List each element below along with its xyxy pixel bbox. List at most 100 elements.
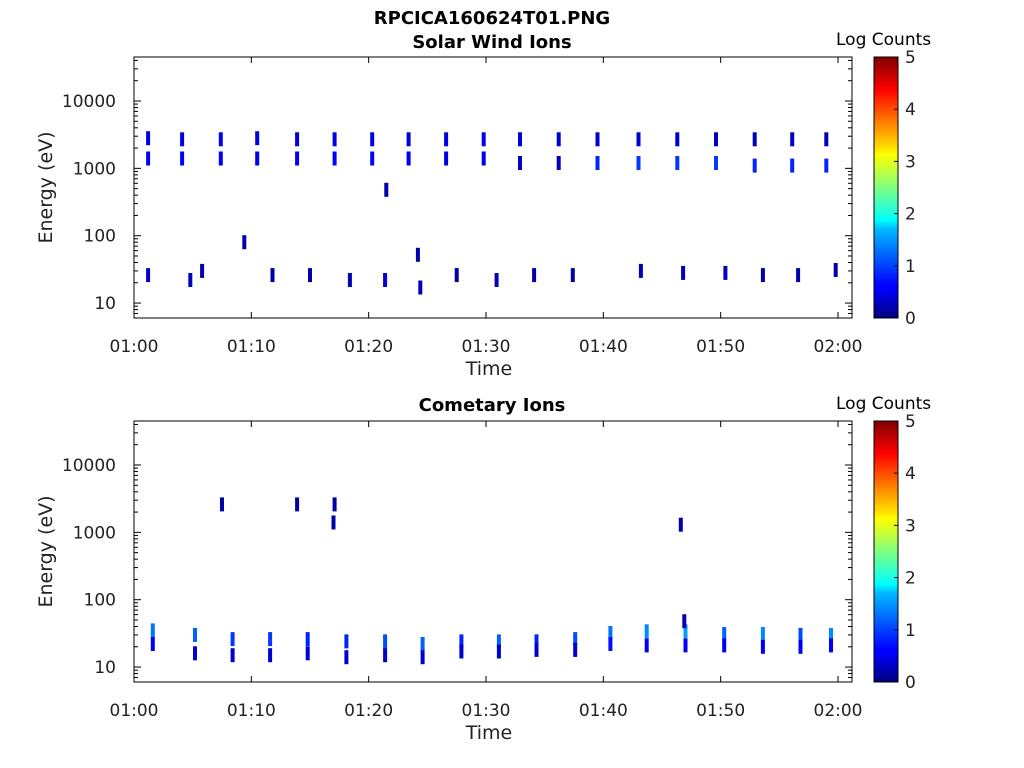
data-cell	[305, 632, 310, 647]
y-tick-label: 10	[94, 658, 116, 678]
colorbar-tick-label: 4	[905, 100, 916, 120]
colorbar-tick-label: 1	[905, 621, 916, 641]
x-axis-label: Time	[465, 722, 513, 744]
data-cell	[444, 151, 449, 166]
data-cell	[798, 627, 803, 642]
data-cell	[146, 151, 151, 166]
figure-title: RPCICA160624T01.PNG	[373, 8, 611, 29]
data-cell	[790, 158, 795, 173]
colorbar	[873, 420, 899, 683]
data-cell	[383, 273, 388, 287]
x-tick-label: 01:40	[579, 337, 628, 357]
data-cell	[573, 642, 578, 657]
data-cell	[454, 268, 459, 283]
data-cell	[722, 638, 727, 653]
x-tick-label: 01:30	[462, 701, 511, 721]
data-cell	[494, 273, 499, 287]
data-cell	[270, 268, 275, 283]
y-tick-label: 10000	[62, 456, 116, 476]
x-tick-label: 01:00	[110, 701, 159, 721]
data-cell	[682, 614, 687, 629]
data-cell	[255, 131, 260, 146]
data-cell	[347, 273, 352, 287]
x-tick-label: 01:50	[696, 701, 745, 721]
x-tick-label: 01:00	[110, 337, 159, 357]
data-cell	[638, 263, 643, 278]
chart-panel-1: 01:00 01:10 01:20 01:30 01:40 01:50 02:0010100…	[35, 412, 916, 744]
data-cell	[180, 151, 185, 166]
data-cell	[636, 156, 641, 170]
y-tick-label: 10000	[62, 92, 116, 112]
data-cell	[760, 639, 765, 654]
data-cell	[146, 268, 151, 283]
y-tick-label: 1000	[73, 159, 116, 179]
data-cell	[370, 151, 375, 166]
data-cell	[406, 151, 411, 166]
colorbar-tick-label: 2	[905, 205, 916, 225]
data-cell	[644, 624, 649, 639]
data-cell	[636, 132, 641, 147]
data-cell	[406, 132, 411, 147]
x-tick-label: 01:10	[227, 701, 276, 721]
colorbar-tick-label: 3	[905, 152, 916, 172]
data-cell	[829, 627, 833, 642]
x-axis-label: Time	[465, 358, 513, 380]
colorbar-label-bottom: Log Counts	[836, 394, 932, 414]
colorbar-tick-label: 3	[905, 516, 916, 536]
y-tick-label: 1000	[73, 523, 116, 543]
data-cell	[675, 156, 680, 170]
data-cell	[218, 151, 223, 166]
data-cell	[723, 265, 728, 280]
data-cell	[829, 638, 833, 653]
data-cell	[608, 626, 613, 640]
data-cell	[752, 132, 757, 147]
data-cell	[518, 132, 522, 147]
data-cell	[383, 648, 388, 663]
data-cell	[344, 650, 349, 665]
x-tick-label: 01:50	[696, 337, 745, 357]
data-cell	[370, 132, 375, 147]
data-cell	[681, 265, 686, 280]
data-cell	[595, 156, 600, 170]
data-cell	[573, 632, 578, 647]
data-cell	[678, 517, 683, 532]
colorbar-tick-label: 1	[905, 257, 916, 277]
data-cell	[570, 268, 575, 283]
data-cell	[150, 637, 155, 651]
data-cell	[242, 235, 247, 250]
y-axis-label: Energy (eV)	[35, 131, 57, 243]
data-cell	[415, 247, 420, 262]
data-cell	[344, 634, 349, 649]
data-cell	[230, 632, 235, 647]
data-cell	[714, 132, 718, 147]
x-tick-label: 01:20	[344, 337, 393, 357]
data-cell	[188, 273, 193, 287]
x-tick-label: 01:40	[579, 701, 628, 721]
data-cell	[268, 632, 273, 647]
data-cell	[418, 280, 423, 295]
data-cell	[146, 131, 151, 146]
data-cell	[760, 268, 765, 283]
data-cell	[722, 627, 727, 641]
data-cell	[824, 132, 829, 147]
data-cell	[200, 263, 205, 278]
data-cell	[180, 132, 185, 147]
data-cell	[534, 642, 539, 657]
data-cell	[459, 644, 464, 659]
data-cell	[193, 646, 197, 661]
y-axis-label: Energy (eV)	[35, 495, 57, 607]
solar-wind-title: Solar Wind Ions	[412, 32, 572, 53]
plot-area	[133, 420, 853, 683]
data-cell	[683, 638, 688, 653]
x-tick-label: 01:10	[227, 337, 276, 357]
colorbar	[873, 56, 899, 319]
data-cell	[305, 646, 310, 661]
data-cell	[833, 263, 838, 277]
data-cell	[332, 132, 337, 147]
data-cell	[790, 132, 795, 147]
data-cell	[714, 156, 718, 170]
colorbar-tick-label: 4	[905, 464, 916, 484]
colorbar-tick-label: 5	[905, 412, 916, 432]
data-cell	[481, 132, 486, 147]
